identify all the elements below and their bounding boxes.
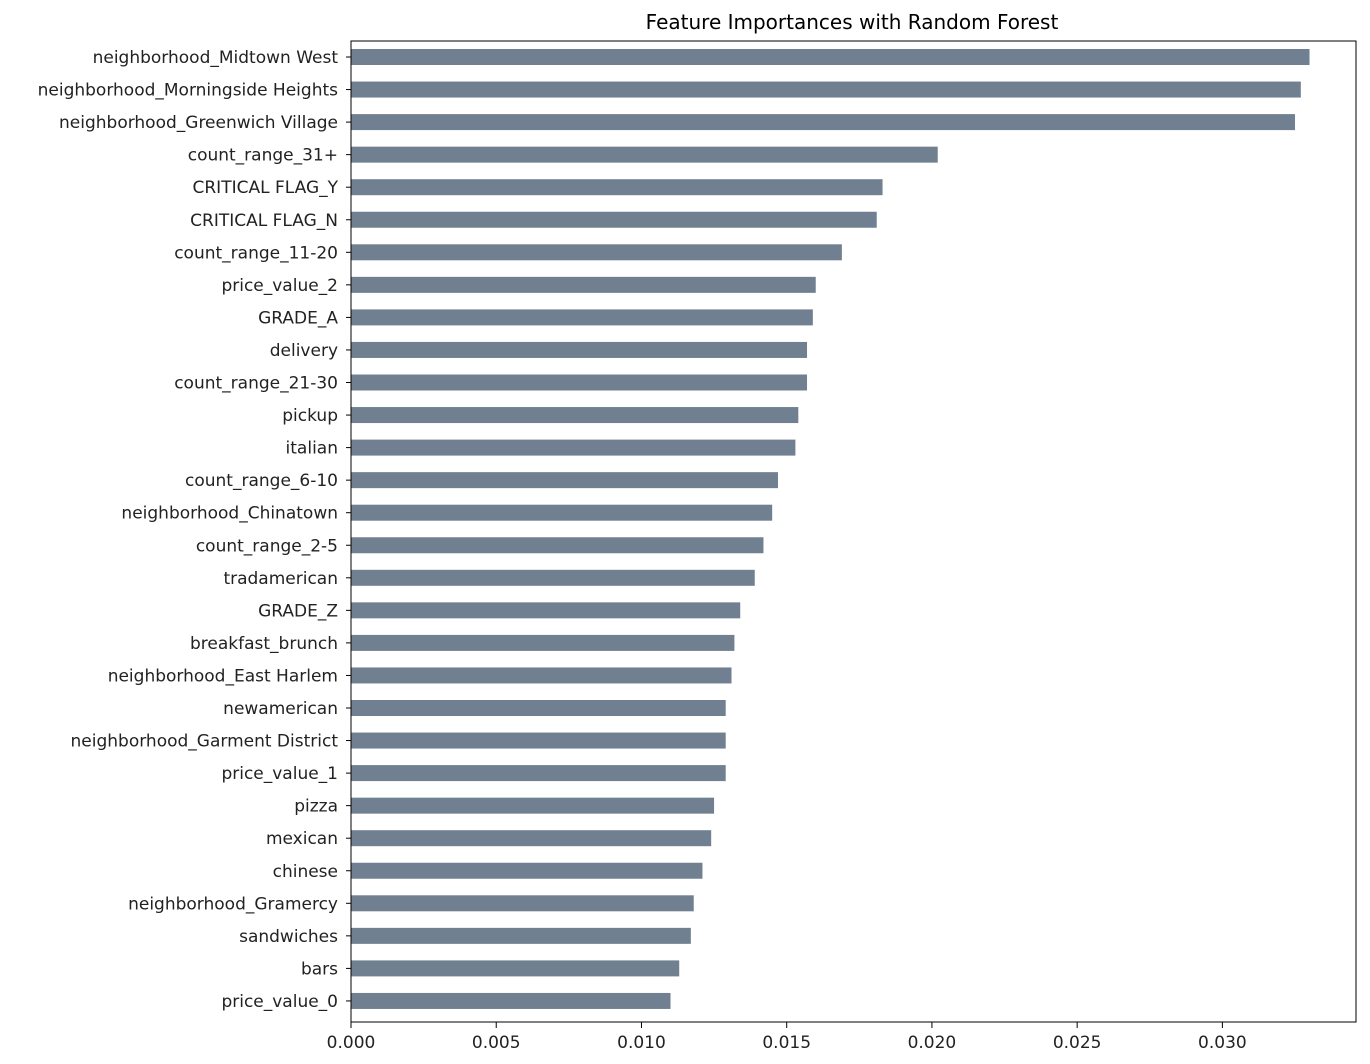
bar-21 xyxy=(351,732,726,749)
y-tick-label: GRADE_Z xyxy=(258,601,338,621)
bar-7 xyxy=(351,276,816,293)
x-tick-label: 0.030 xyxy=(1198,1033,1247,1053)
y-tick-label: price_value_0 xyxy=(221,992,338,1012)
y-tick-label: mexican xyxy=(266,829,338,849)
bar-1 xyxy=(351,81,1301,98)
y-tick-label: price_value_2 xyxy=(221,276,338,296)
chart-title: Feature Importances with Random Forest xyxy=(646,10,1059,34)
bar-0 xyxy=(351,49,1310,65)
y-tick-label: sandwiches xyxy=(239,927,338,947)
y-tick-label: neighborhood_Greenwich Village xyxy=(59,113,338,133)
bar-29 xyxy=(351,992,671,1009)
bar-6 xyxy=(351,244,842,261)
y-tick-label: chinese xyxy=(273,862,338,882)
y-tick-label: count_range_21-30 xyxy=(174,374,338,394)
x-tick-label: 0.025 xyxy=(1053,1033,1102,1053)
y-tick-label: pickup xyxy=(282,406,338,426)
bar-27 xyxy=(351,927,691,944)
bar-15 xyxy=(351,537,764,554)
x-axis-ticks: 0.000 0.005 0.010 0.015 0.020 0.025 0.030 xyxy=(327,1022,1247,1053)
bar-2 xyxy=(351,114,1296,131)
y-tick-label: neighborhood_Midtown West xyxy=(93,48,339,68)
y-tick-label: delivery xyxy=(270,341,338,361)
x-tick-label: 0.020 xyxy=(908,1033,957,1053)
plot-frame xyxy=(350,40,1357,1023)
bar-23 xyxy=(351,797,715,814)
bar-11 xyxy=(351,407,799,424)
bar-8 xyxy=(351,309,813,326)
bar-9 xyxy=(351,341,808,358)
y-tick-label: CRITICAL FLAG_Y xyxy=(193,178,339,198)
y-tick-label: italian xyxy=(286,439,338,459)
bar-24 xyxy=(351,830,712,847)
bars-group xyxy=(351,49,1310,1009)
y-tick-label: neighborhood_Garment District xyxy=(71,732,339,752)
bar-12 xyxy=(351,439,796,456)
y-tick-label: newamerican xyxy=(223,699,338,719)
y-tick-label: neighborhood_East Harlem xyxy=(108,666,338,686)
bar-18 xyxy=(351,634,735,651)
bar-28 xyxy=(351,960,680,977)
bar-22 xyxy=(351,765,726,782)
y-tick-label: pizza xyxy=(294,797,338,817)
bar-4 xyxy=(351,179,883,196)
y-tick-label: CRITICAL FLAG_N xyxy=(190,211,338,231)
bar-14 xyxy=(351,504,773,521)
y-tick-label: price_value_1 xyxy=(221,764,338,784)
x-tick-label: 0.005 xyxy=(472,1033,521,1053)
y-tick-label: tradamerican xyxy=(223,569,338,589)
y-tick-label: neighborhood_Gramercy xyxy=(128,894,338,914)
bar-16 xyxy=(351,569,755,586)
bar-3 xyxy=(351,146,938,163)
y-tick-label: count_range_6-10 xyxy=(185,471,338,491)
bar-10 xyxy=(351,374,808,391)
y-tick-label: count_range_2-5 xyxy=(196,536,338,556)
bar-17 xyxy=(351,602,741,619)
y-tick-label: count_range_11-20 xyxy=(174,243,338,263)
y-tick-labels: neighborhood_Midtown West neighborhood_Mo… xyxy=(38,48,351,1012)
bar-5 xyxy=(351,211,877,228)
bar-26 xyxy=(351,895,694,912)
y-tick-label: neighborhood_Morningside Heights xyxy=(38,81,339,101)
y-tick-label: breakfast_brunch xyxy=(190,634,338,654)
y-tick-label: GRADE_A xyxy=(258,308,338,328)
bar-25 xyxy=(351,862,703,879)
x-tick-label: 0.000 xyxy=(327,1033,376,1053)
y-tick-label: bars xyxy=(301,959,338,979)
x-tick-label: 0.010 xyxy=(617,1033,666,1053)
x-tick-label: 0.015 xyxy=(762,1033,811,1053)
y-tick-label: neighborhood_Chinatown xyxy=(121,504,338,524)
y-tick-label: count_range_31+ xyxy=(188,146,338,166)
bar-19 xyxy=(351,667,732,684)
bar-20 xyxy=(351,700,726,716)
bar-13 xyxy=(351,472,778,489)
